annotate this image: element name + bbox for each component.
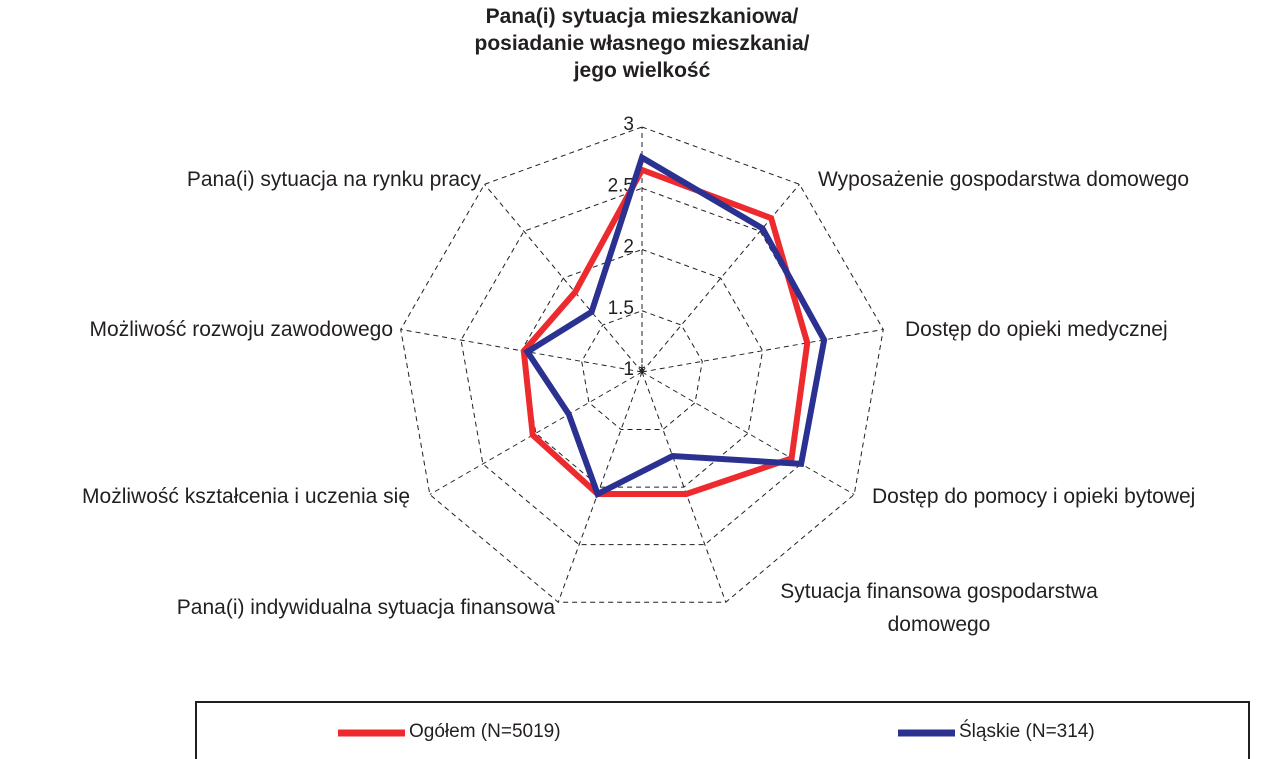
category-label: Możliwość kształcenia i uczenia się [82, 485, 410, 508]
category-label: Pana(i) sytuacja na rynku pracy [186, 168, 481, 191]
tick-label: 2 [623, 237, 634, 258]
spoke [641, 371, 855, 495]
spoke [429, 371, 643, 495]
category-label: Dostęp do opieki medycznej [905, 318, 1168, 341]
spoke [557, 371, 643, 603]
category-label: Pana(i) sytuacja mieszkaniowa/ posiadani… [474, 5, 810, 82]
spoke [484, 183, 643, 373]
spoke [641, 328, 884, 373]
category-label: Możliwość rozwoju zawodowego [89, 318, 393, 341]
spoke [400, 328, 643, 373]
legend-label: Śląskie (N=314) [959, 721, 1095, 742]
category-label: Sytuacja finansowa gospodarstwa domowego [780, 580, 1098, 636]
category-label: Dostęp do pomocy i opieki bytowej [872, 485, 1196, 508]
tick-label: 1.5 [608, 298, 634, 319]
series-line [523, 153, 828, 499]
spoke [641, 371, 727, 603]
legend-label: Ogółem (N=5019) [409, 721, 561, 742]
category-label: Wyposażenie gospodarstwa domowego [818, 168, 1190, 191]
spoke [641, 183, 800, 373]
tick-label: 3 [623, 114, 634, 135]
legend-box [195, 701, 1250, 759]
series-line [520, 166, 811, 498]
category-label: Pana(i) indywidualna sytuacja finansowa [176, 596, 555, 619]
